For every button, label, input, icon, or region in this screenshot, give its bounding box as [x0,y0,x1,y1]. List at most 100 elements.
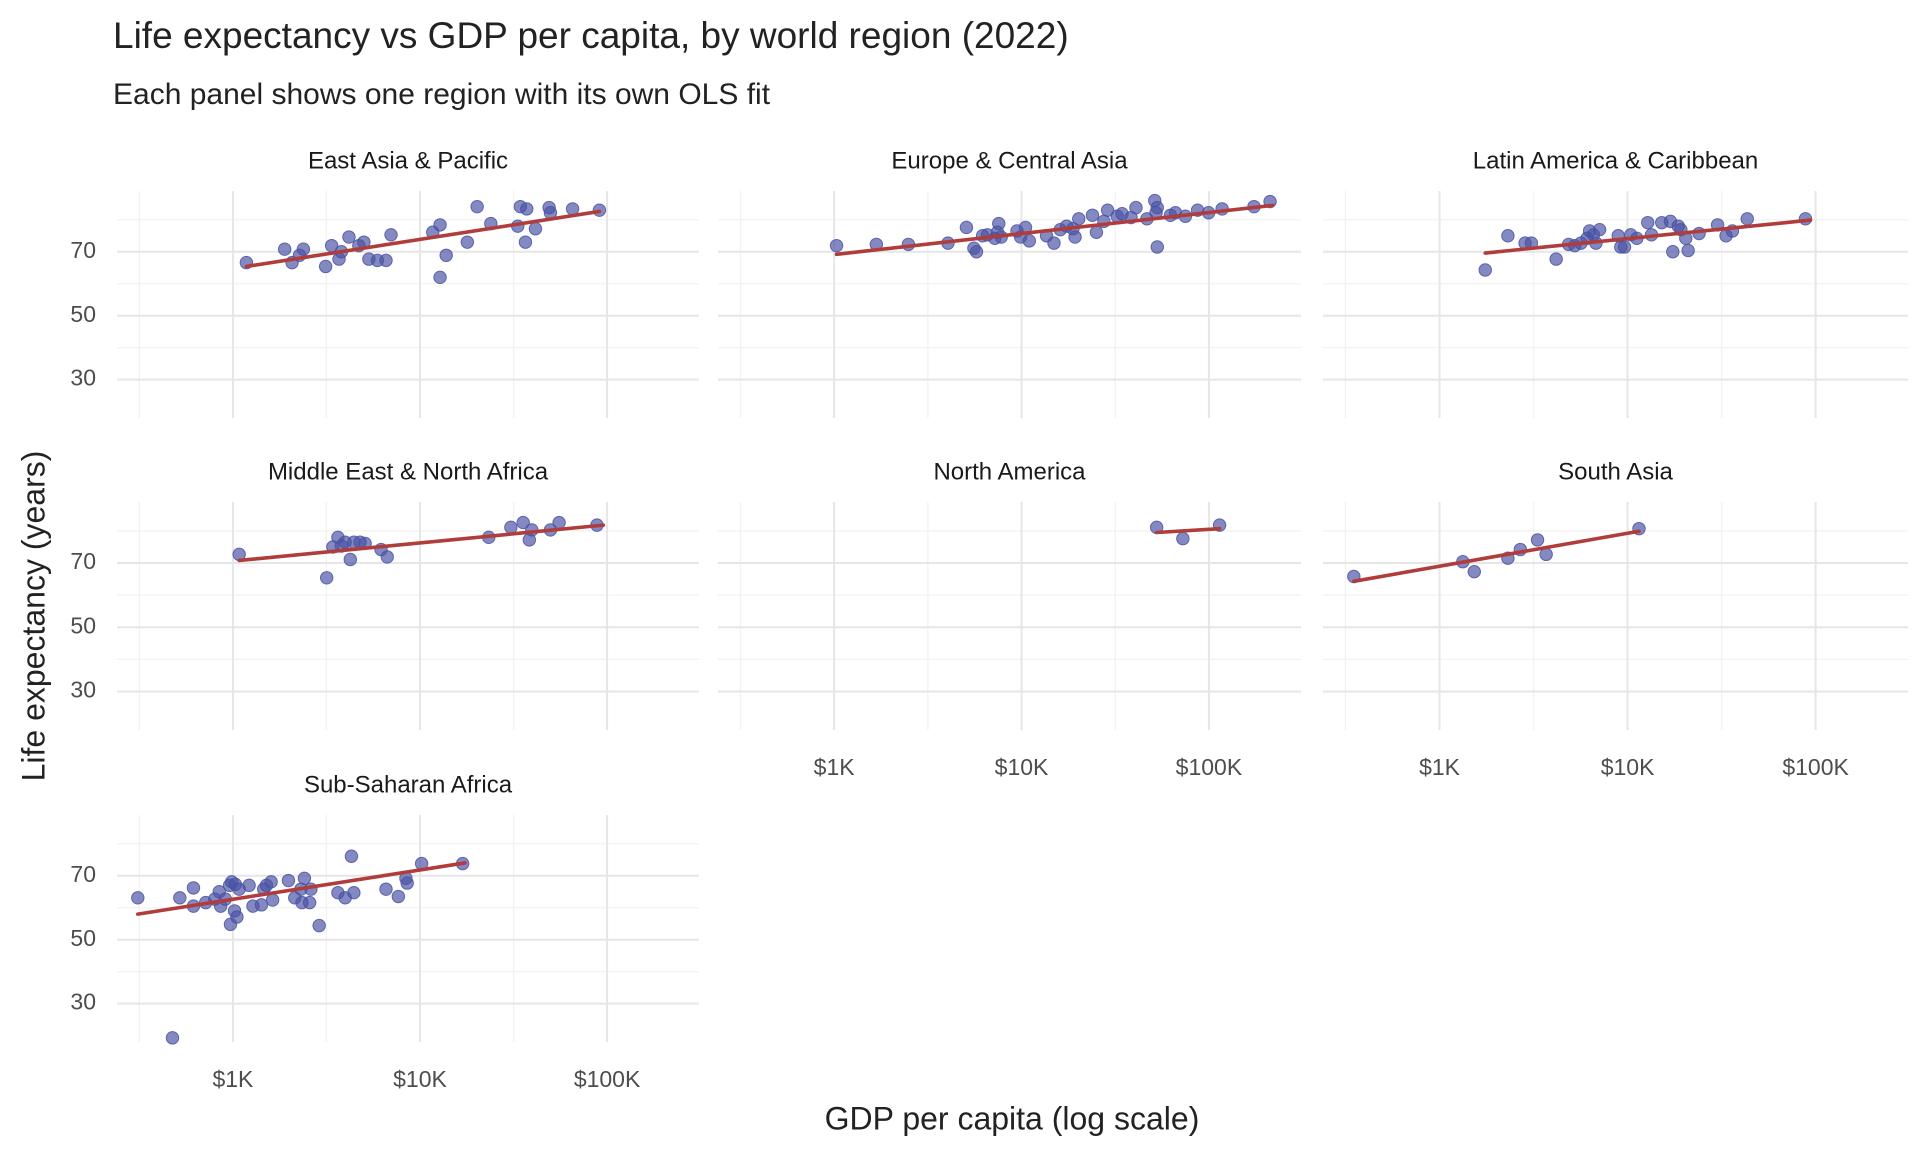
data-point [173,891,187,905]
fit-line [1483,218,1813,255]
x-tick-label: $10K [1601,754,1655,780]
data-point [1592,222,1607,237]
data-point [1740,212,1754,226]
data-point [230,910,244,924]
panel: Latin America & Caribbean [1323,147,1908,418]
data-point [1085,208,1100,222]
panel: North America $1K $10K $100K [718,458,1301,780]
data-point [433,218,447,232]
data-point [264,875,278,889]
x-axis-label: GDP per capita (log scale) [825,1100,1200,1136]
data-point [1617,240,1632,254]
data-point [318,259,333,274]
y-tick-label: 70 [70,861,96,887]
data-point [1176,531,1190,546]
data-point [265,893,280,907]
x-tick-label: $1K [814,754,856,780]
x-tick-label: $100K [1782,754,1849,780]
data-point [439,248,453,262]
data-point [829,238,844,253]
panel-title: Sub-Saharan Africa [304,771,513,798]
data-point [384,228,398,242]
y-tick-label: 30 [70,677,96,703]
data-point [470,199,484,214]
data-point [131,891,145,905]
data-point [528,222,543,236]
data-point [433,270,447,285]
data-point [504,520,518,535]
panel-title: East Asia & Pacific [308,147,508,174]
y-tick-label: 50 [70,612,96,638]
panel: Sub-Saharan Africa 30 50 70 $1K $10K $100K [70,771,699,1092]
data-point [959,220,974,235]
chart-title: Life expectancy vs GDP per capita, by wo… [113,15,1069,56]
data-point [379,882,393,896]
y-tick-label: 50 [70,925,96,951]
data-point [1549,252,1563,266]
data-point [343,552,358,567]
data-point [516,515,530,530]
y-axis-label: Life expectancy (years) [15,451,51,782]
data-point [992,216,1006,231]
data-point [1150,240,1164,254]
data-point [281,873,296,888]
panel-title: North America [933,458,1086,485]
data-point [1467,564,1481,579]
fit-line [237,523,606,563]
x-tick-label: $10K [995,754,1049,780]
y-tick-label: 30 [70,989,96,1015]
data-point [347,885,361,900]
panel: South Asia $1K $10K $100K [1323,458,1908,780]
panel-title: South Asia [1558,458,1673,485]
panel: East Asia & Pacific 30 50 70 [70,147,699,418]
panel: Europe & Central Asia [718,147,1301,418]
y-tick-label: 30 [70,365,96,391]
data-point [1129,200,1143,215]
data-point [1501,229,1515,243]
x-tick-label: $10K [393,1066,447,1092]
data-point [969,245,984,259]
data-point [1047,236,1061,250]
data-point [297,871,312,886]
panel: Middle East & North Africa 30 50 70 [70,458,699,730]
x-tick-label: $1K [1419,754,1461,780]
data-point [379,253,393,268]
y-tick-label: 70 [70,237,96,263]
data-point [254,898,269,912]
data-point [400,876,414,890]
data-point [1530,533,1545,547]
data-point [552,515,566,530]
data-point [1068,230,1082,244]
data-point [342,230,356,244]
data-point [302,895,317,910]
data-point [319,571,334,585]
panel-title: Europe & Central Asia [891,147,1128,174]
fit-line [135,861,467,916]
fit-line [834,203,1275,257]
data-point [242,878,256,893]
data-point [165,1031,180,1045]
data-point [1478,263,1492,277]
data-point [1022,234,1036,248]
data-point [460,235,475,249]
panel-title: Middle East & North Africa [268,458,549,485]
data-point [380,550,394,564]
chart-subtitle: Each panel shows one region with its own… [113,78,771,111]
x-tick-label: $100K [1176,754,1243,780]
data-point [520,202,534,216]
fit-line [1154,526,1222,535]
y-tick-label: 50 [70,301,96,327]
x-tick-label: $1K [212,1066,254,1092]
panel-title: Latin America & Caribbean [1473,147,1759,174]
data-point [296,242,311,256]
fit-line [244,209,602,269]
data-point [1150,200,1164,215]
data-point [312,918,326,933]
data-point [391,889,406,904]
fit-line [1352,529,1641,584]
data-point [1641,215,1655,230]
data-point [344,849,359,863]
x-tick-label: $100K [574,1066,641,1092]
